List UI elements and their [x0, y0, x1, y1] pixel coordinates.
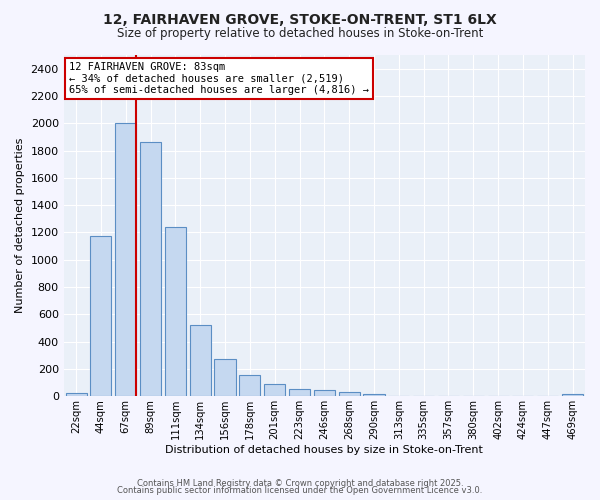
Bar: [338, 392, 360, 396]
Text: Contains public sector information licensed under the Open Government Licence v3: Contains public sector information licen…: [118, 486, 482, 495]
Y-axis label: Number of detached properties: Number of detached properties: [15, 138, 25, 314]
Bar: [190, 324, 211, 396]
Text: Contains HM Land Registry data © Crown copyright and database right 2025.: Contains HM Land Registry data © Crown c…: [137, 478, 463, 488]
Bar: [91, 236, 112, 396]
Bar: [214, 358, 236, 397]
Bar: [239, 375, 260, 396]
X-axis label: Distribution of detached houses by size in Stoke-on-Trent: Distribution of detached houses by size …: [166, 445, 483, 455]
Text: 12, FAIRHAVEN GROVE, STOKE-ON-TRENT, ST1 6LX: 12, FAIRHAVEN GROVE, STOKE-ON-TRENT, ST1…: [103, 12, 497, 26]
Bar: [165, 227, 186, 396]
Bar: [140, 142, 161, 396]
Bar: [264, 384, 285, 396]
Bar: [289, 389, 310, 396]
Bar: [115, 124, 136, 396]
Text: Size of property relative to detached houses in Stoke-on-Trent: Size of property relative to detached ho…: [117, 28, 483, 40]
Bar: [562, 394, 583, 396]
Bar: [65, 393, 86, 396]
Text: 12 FAIRHAVEN GROVE: 83sqm
← 34% of detached houses are smaller (2,519)
65% of se: 12 FAIRHAVEN GROVE: 83sqm ← 34% of detac…: [69, 62, 369, 95]
Bar: [364, 394, 385, 396]
Bar: [314, 390, 335, 396]
